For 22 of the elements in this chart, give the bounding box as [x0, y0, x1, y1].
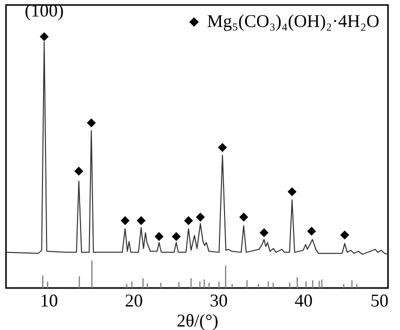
point: [40, 32, 49, 42]
x-tick-label: 30: [210, 290, 228, 310]
x-tick-label: 50: [370, 290, 388, 310]
x-tick-label: 40: [294, 290, 313, 310]
point: [86, 118, 96, 128]
point: [239, 212, 248, 222]
legend-label: Mg₅(CO₃)₄(OH)₂·4H₂O: [207, 11, 380, 31]
x-axis-title: 2θ/(°): [176, 310, 218, 330]
point: [260, 228, 269, 238]
point: [74, 166, 84, 176]
point: [120, 216, 130, 226]
point: [218, 143, 227, 152]
point: [136, 216, 146, 226]
x-tick-label: 20: [124, 290, 143, 310]
point: [154, 232, 164, 241]
point: [172, 232, 181, 241]
point: [196, 212, 205, 222]
point: [288, 187, 297, 196]
x-tick-label: 10: [40, 290, 58, 310]
point: [307, 226, 316, 236]
point: [340, 230, 350, 240]
point: [184, 216, 193, 226]
